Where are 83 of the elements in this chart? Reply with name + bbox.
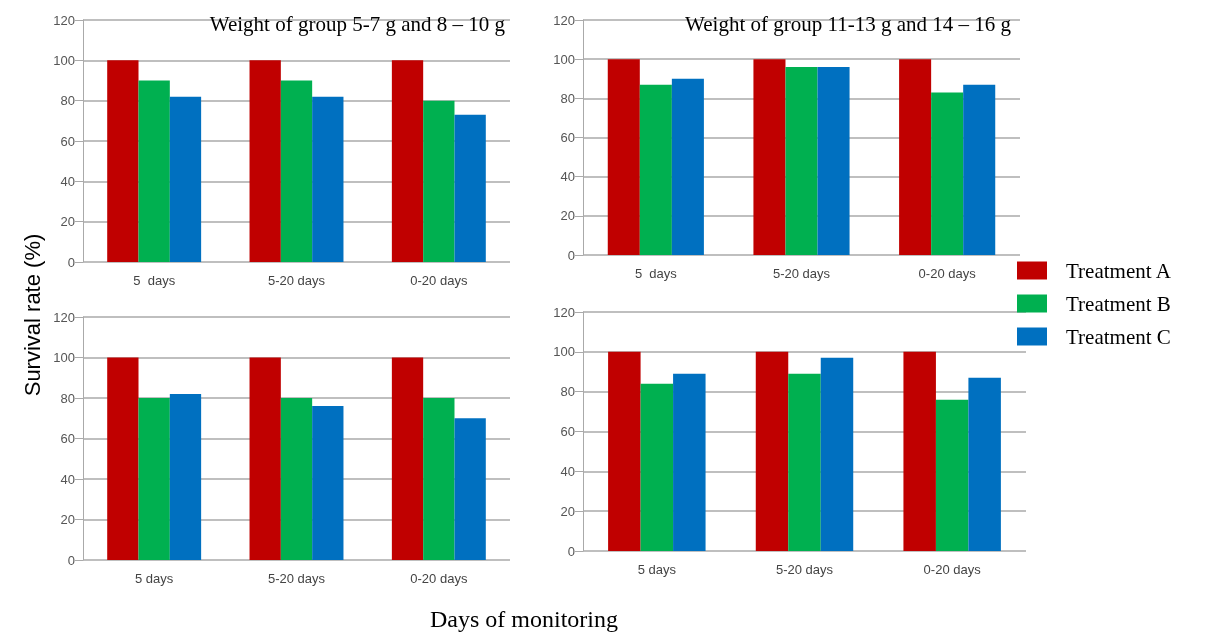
x-tick-label: 0-20 days [918,266,977,281]
y-tick-label: 0 [567,543,575,559]
bar [107,60,139,262]
chart-title: Weight of group 11-13 g and 14 – 16 g [685,11,1012,36]
x-tick-label: 5 days [135,571,174,586]
bar [454,418,486,560]
bar [312,406,344,560]
bar [607,59,640,255]
y-axis-title: Survival rate (%) [20,233,46,397]
y-tick-label: 40 [560,169,575,185]
bar [931,92,964,255]
bar [753,59,786,255]
x-tick-label: 0-20 days [410,571,468,586]
y-tick-label: 100 [553,344,575,360]
x-tick-label: 5-20 days [772,266,831,281]
y-tick-label: 60 [60,133,75,149]
bar [968,377,1001,551]
y-tick-label: 60 [60,431,75,446]
bar [107,357,139,560]
legend-label: Treatment B [1066,291,1171,316]
bar [138,80,170,262]
bar [903,351,936,551]
y-tick-label: 40 [60,173,75,189]
bar [169,96,202,262]
y-tick-label: 20 [560,208,575,224]
y-tick-label: 80 [560,384,575,400]
x-tick-label: 5 days [637,562,677,577]
y-tick-label: 0 [67,552,75,568]
bar [138,398,170,560]
y-tick-label: 0 [67,254,75,270]
bar [640,383,674,551]
bar [673,373,706,551]
bar [312,96,344,262]
y-tick-label: 20 [60,214,75,230]
bar [608,351,641,551]
x-tick-label: 5 days [133,273,176,288]
bar [755,351,789,551]
bar [423,398,455,560]
y-tick-label: 0 [567,247,575,263]
y-tick-label: 20 [60,512,75,527]
x-tick-label: 5-20 days [267,571,326,586]
y-tick-label: 120 [53,309,75,325]
x-tick-label: 0-20 days [923,562,982,577]
bar [785,67,818,255]
bar [899,59,932,255]
y-tick-label: 20 [560,503,575,519]
y-tick-label: 100 [53,52,75,68]
y-tick-label: 40 [560,463,575,479]
legend-label: Treatment C [1066,324,1171,349]
x-tick-label: 5 days [634,266,678,281]
bar [817,67,850,255]
bar [391,357,424,560]
y-tick-label: 100 [53,350,75,365]
bar [423,100,455,262]
bar [280,398,313,560]
bar [454,114,486,262]
bar [249,357,281,560]
y-tick-label: 80 [560,90,575,106]
bar [963,84,996,255]
legend-label: Treatment A [1066,258,1172,283]
y-tick-label: 80 [60,390,75,406]
bar [935,399,969,551]
x-tick-label: 5-20 days [267,273,326,288]
bar [820,357,854,551]
y-tick-label: 100 [553,51,575,67]
bar [169,393,202,560]
bar [788,373,821,551]
bar [671,78,704,255]
y-tick-label: 120 [53,12,75,28]
chart-title: Weight of group 5-7 g and 8 – 10 g [209,11,506,36]
y-tick-label: 40 [60,471,75,487]
y-tick-label: 60 [560,130,575,145]
bar [249,60,281,262]
bar [280,80,313,262]
bar [391,60,424,262]
bar [639,84,672,255]
x-tick-label: 5-20 days [775,562,834,577]
y-tick-label: 120 [553,12,575,28]
x-tick-label: 0-20 days [410,273,468,288]
y-tick-label: 80 [60,93,75,109]
x-axis-title: Days of monitoring [430,606,618,633]
y-tick-label: 120 [553,304,575,320]
y-tick-label: 60 [560,424,575,439]
